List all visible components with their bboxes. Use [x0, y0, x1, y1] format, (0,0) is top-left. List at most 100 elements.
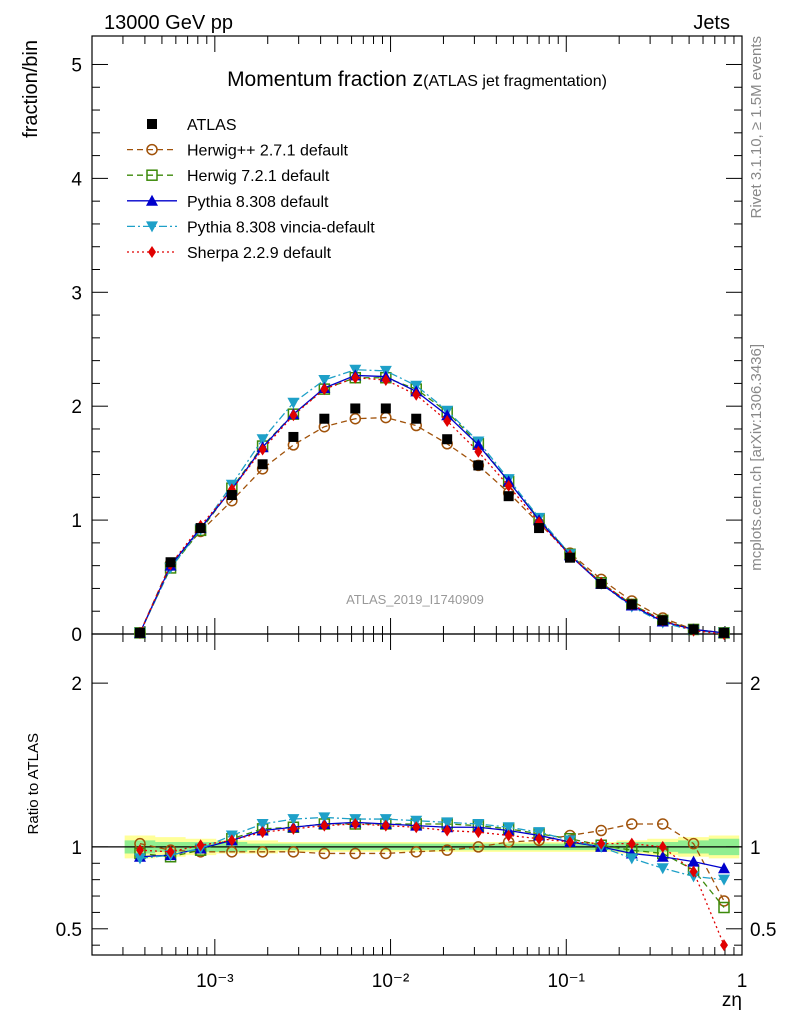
legend-label-pythia-8-308-default: Pythia 8.308 default	[187, 194, 329, 211]
legend-marker-sherpa-2-2-9-default	[148, 246, 156, 258]
point-atlas	[226, 490, 237, 501]
point-atlas	[719, 627, 730, 638]
top-ylabel: fraction/bin	[20, 40, 42, 138]
point-atlas	[319, 413, 330, 424]
point-atlas	[380, 403, 391, 414]
y-tick-label: 0	[71, 625, 82, 646]
ratio-point-sherpa-2-2-9-default	[565, 835, 574, 848]
point-atlas	[165, 557, 176, 568]
ratio-point-sherpa-2-2-9-default	[474, 826, 483, 839]
ratio-point-sherpa-2-2-9-default	[627, 837, 636, 850]
ratio-point-pythia-8-308-vincia-default	[718, 874, 731, 886]
ratio-point-pythia-8-308-vincia-default	[133, 853, 146, 865]
point-sherpa-2-2-9-default	[443, 414, 452, 427]
ratio-point-pythia-8-308-vincia-default	[472, 818, 485, 830]
y-tick-label: 1	[71, 511, 82, 532]
ratio-y-tick-label: 2	[71, 674, 82, 695]
ratio-point-sherpa-2-2-9-default	[443, 824, 452, 837]
watermark: ATLAS_2019_I1740909	[346, 592, 484, 607]
legend-marker-pythia-8-308-vincia-default	[146, 221, 158, 233]
point-sherpa-2-2-9-default	[258, 443, 267, 456]
ratio-y-tick-label-right: 1	[750, 838, 761, 859]
y-tick-label: 4	[71, 169, 82, 190]
ratio-point-pythia-8-308-vincia-default	[441, 817, 454, 829]
point-atlas	[134, 627, 145, 638]
ratio-point-pythia-8-308-vincia-default	[533, 827, 546, 839]
ratio-point-pythia-8-308-vincia-default	[625, 853, 638, 865]
ratio-point-sherpa-2-2-9-default	[597, 837, 606, 850]
point-pythia-8-308-vincia-default	[318, 374, 331, 386]
ratio-point-sherpa-2-2-9-default	[351, 817, 360, 830]
line-sherpa-2-2-9-default	[139, 377, 725, 635]
ratio-point-sherpa-2-2-9-default	[720, 939, 729, 952]
ratio-point-herwig-2-7-1-default	[256, 846, 269, 858]
ratio-y-tick-label: 1	[71, 838, 82, 859]
point-sherpa-2-2-9-default	[351, 371, 360, 384]
ratio-point-herwig-2-7-1-default	[287, 846, 300, 858]
point-atlas	[442, 434, 453, 445]
y-tick-label: 2	[71, 397, 82, 418]
ratio-point-pythia-8-308-vincia-default	[256, 818, 269, 830]
ratio-point-herwig-2-7-1-default	[626, 818, 638, 830]
x-axis-label: zη	[722, 990, 742, 1011]
chart-title-suffix: (ATLAS jet fragmentation)	[423, 73, 607, 90]
ratio-point-pythia-8-308-vincia-default	[410, 815, 423, 827]
ratio-point-herwig-2-7-1-default	[441, 844, 453, 856]
point-sherpa-2-2-9-default	[381, 373, 390, 386]
bottom-ylabel: Ratio to ATLAS	[25, 733, 42, 834]
ratio-point-pythia-8-308-vincia-default	[502, 822, 515, 834]
bottom-plot-frame	[91, 633, 743, 956]
ratio-point-pythia-8-308-vincia-default	[318, 812, 331, 824]
ratio-point-pythia-8-308-default	[718, 862, 731, 874]
ratio-point-sherpa-2-2-9-default	[166, 845, 175, 858]
point-atlas	[688, 624, 699, 635]
rivet-label: Rivet 3.1.10, ≥ 1.5M events	[748, 36, 765, 219]
y-tick-label: 3	[71, 283, 82, 304]
point-atlas	[596, 578, 607, 589]
point-atlas	[288, 431, 299, 442]
ratio-point-herwig-2-7-1-default	[318, 847, 331, 860]
ratio-line-herwig-2-7-1-default	[139, 823, 725, 902]
legend-label-sherpa-2-2-9-default: Sherpa 2.2.9 default	[187, 245, 332, 262]
ratio-point-sherpa-2-2-9-default	[258, 826, 267, 839]
point-sherpa-2-2-9-default	[412, 388, 421, 401]
point-herwig-2-7-1-default	[349, 412, 362, 425]
ratio-line-pythia-8-308-vincia-default	[139, 816, 725, 881]
legend-label-pythia-8-308-vincia-default: Pythia 8.308 vincia-default	[187, 219, 375, 236]
legend-marker-herwig-7-2-1-default	[146, 169, 158, 181]
ratio-point-sherpa-2-2-9-default	[227, 834, 236, 847]
ratio-line-pythia-8-308-default	[139, 821, 725, 869]
x-tick-label: 10⁻¹	[548, 971, 586, 992]
ratio-point-herwig-2-7-1-default	[595, 824, 607, 837]
point-pythia-8-308-vincia-default	[256, 434, 269, 446]
point-atlas	[626, 599, 637, 610]
x-tick-label: 10⁻²	[372, 971, 410, 992]
ratio-point-sherpa-2-2-9-default	[535, 832, 544, 845]
point-sherpa-2-2-9-default	[289, 409, 298, 422]
ratio-point-herwig-2-7-1-default	[410, 846, 422, 858]
point-sherpa-2-2-9-default	[474, 445, 483, 458]
ratio-point-herwig-2-7-1-default	[718, 895, 730, 907]
ratio-point-sherpa-2-2-9-default	[135, 844, 144, 857]
point-atlas	[257, 459, 268, 470]
point-atlas	[411, 413, 422, 424]
ratio-point-sherpa-2-2-9-default	[196, 839, 205, 852]
legend-label-atlas: ATLAS	[187, 117, 237, 134]
ratio-point-herwig-2-7-1-default	[687, 837, 700, 850]
point-atlas	[195, 523, 206, 534]
ratio-point-pythia-8-308-default	[687, 855, 700, 867]
point-atlas	[564, 552, 575, 563]
point-atlas	[473, 460, 484, 471]
ratio-point-herwig-7-2-1-default	[718, 901, 730, 914]
ratio-y-tick-label-right: 2	[750, 674, 761, 695]
legend-label-herwig-7-2-1-default: Herwig 7.2.1 default	[187, 168, 330, 185]
legend-marker-atlas	[147, 119, 157, 129]
ratio-point-herwig-2-7-1-default	[380, 847, 392, 860]
point-atlas	[503, 491, 514, 502]
chart-title: Momentum fraction z(ATLAS jet fragmentat…	[227, 68, 607, 91]
ratio-y-tick-label-right: 0.5	[750, 920, 776, 941]
point-atlas	[657, 615, 668, 626]
mcplots-label: mcplots.cern.ch [arXiv:1306.3436]	[748, 344, 765, 571]
ratio-point-herwig-2-7-1-default	[472, 841, 485, 853]
ratio-y-tick-label: 0.5	[56, 920, 82, 941]
